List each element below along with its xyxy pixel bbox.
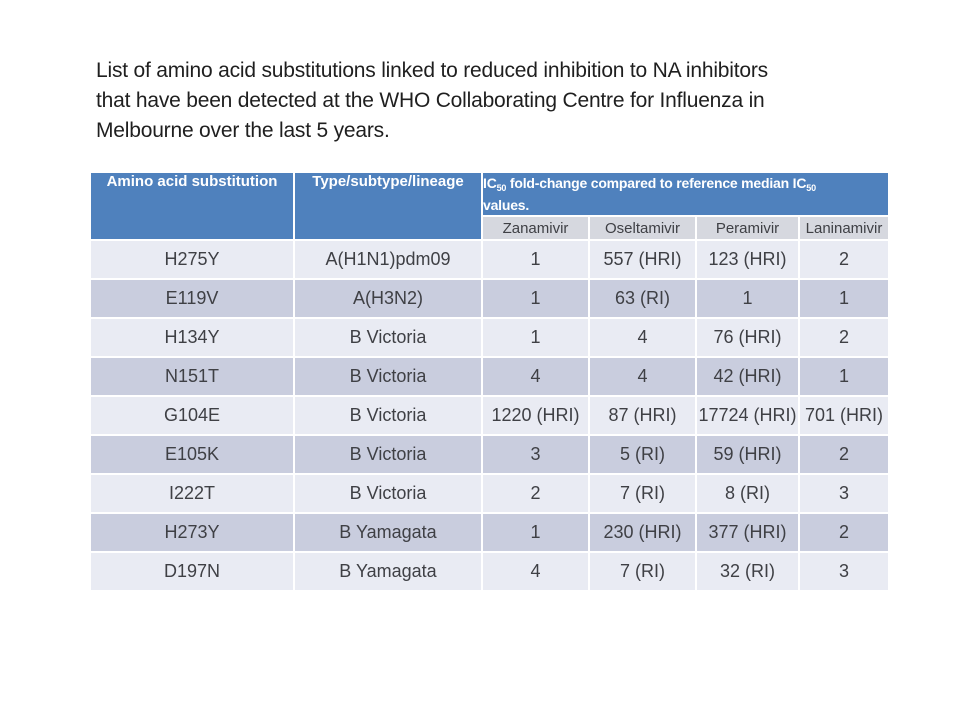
cell-laninamivir: 1 <box>800 280 888 317</box>
cell-zanamivir: 4 <box>483 553 588 590</box>
cell-peramivir: 17724 (HRI) <box>697 397 798 434</box>
cell-lineage: B Victoria <box>295 397 481 434</box>
cell-substitution: N151T <box>91 358 293 395</box>
title-line-3: Melbourne over the last 5 years. <box>96 119 390 142</box>
cell-lineage: B Victoria <box>295 436 481 473</box>
cell-oseltamivir: 87 (HRI) <box>590 397 695 434</box>
cell-oseltamivir: 230 (HRI) <box>590 514 695 551</box>
cell-laninamivir: 2 <box>800 514 888 551</box>
cell-zanamivir: 4 <box>483 358 588 395</box>
cell-oseltamivir: 557 (HRI) <box>590 241 695 278</box>
cell-oseltamivir: 5 (RI) <box>590 436 695 473</box>
table-row: E105K B Victoria 3 5 (RI) 59 (HRI) 2 <box>91 436 888 473</box>
cell-peramivir: 42 (HRI) <box>697 358 798 395</box>
cell-peramivir: 32 (RI) <box>697 553 798 590</box>
cell-peramivir: 1 <box>697 280 798 317</box>
cell-lineage: A(H1N1)pdm09 <box>295 241 481 278</box>
subheader-laninamivir: Laninamivir <box>800 217 888 239</box>
title-line-1: List of amino acid substitutions linked … <box>96 59 768 82</box>
header-type-subtype-lineage: Type/subtype/lineage <box>295 173 481 239</box>
header-ic50-fold-change: IC50 fold-change compared to reference m… <box>483 173 888 215</box>
cell-laninamivir: 701 (HRI) <box>800 397 888 434</box>
table-row: E119V A(H3N2) 1 63 (RI) 1 1 <box>91 280 888 317</box>
cell-substitution: H273Y <box>91 514 293 551</box>
cell-laninamivir: 2 <box>800 319 888 356</box>
ic50-text-3: values. <box>483 197 530 213</box>
ic50-text-1: IC <box>483 175 497 191</box>
cell-zanamivir: 1 <box>483 514 588 551</box>
cell-substitution: H275Y <box>91 241 293 278</box>
ic50-subscript-2: 50 <box>806 183 816 193</box>
cell-lineage: B Yamagata <box>295 514 481 551</box>
subheader-peramivir: Peramivir <box>697 217 798 239</box>
table-row: I222T B Victoria 2 7 (RI) 8 (RI) 3 <box>91 475 888 512</box>
na-inhibitor-table: Amino acid substitution Type/subtype/lin… <box>89 171 890 592</box>
cell-substitution: D197N <box>91 553 293 590</box>
cell-zanamivir: 1 <box>483 319 588 356</box>
subheader-oseltamivir: Oseltamivir <box>590 217 695 239</box>
cell-oseltamivir: 7 (RI) <box>590 553 695 590</box>
cell-peramivir: 76 (HRI) <box>697 319 798 356</box>
cell-substitution: G104E <box>91 397 293 434</box>
table-row: H134Y B Victoria 1 4 76 (HRI) 2 <box>91 319 888 356</box>
cell-zanamivir: 2 <box>483 475 588 512</box>
cell-substitution: E105K <box>91 436 293 473</box>
cell-laninamivir: 2 <box>800 241 888 278</box>
table-row: G104E B Victoria 1220 (HRI) 87 (HRI) 17724 (… <box>91 397 888 434</box>
cell-zanamivir: 1220 (HRI) <box>483 397 588 434</box>
cell-substitution: E119V <box>91 280 293 317</box>
cell-laninamivir: 3 <box>800 475 888 512</box>
table-row: H273Y B Yamagata 1 230 (HRI) 377 (HRI) 2 <box>91 514 888 551</box>
cell-zanamivir: 1 <box>483 241 588 278</box>
cell-oseltamivir: 63 (RI) <box>590 280 695 317</box>
cell-substitution: H134Y <box>91 319 293 356</box>
cell-zanamivir: 1 <box>483 280 588 317</box>
table-header-row: Amino acid substitution Type/subtype/lin… <box>91 173 888 239</box>
cell-zanamivir: 3 <box>483 436 588 473</box>
cell-oseltamivir: 4 <box>590 319 695 356</box>
cell-peramivir: 377 (HRI) <box>697 514 798 551</box>
ic50-text-2: fold-change compared to reference median… <box>506 175 807 191</box>
table-row: N151T B Victoria 4 4 42 (HRI) 1 <box>91 358 888 395</box>
cell-laninamivir: 2 <box>800 436 888 473</box>
table-body: H275Y A(H1N1)pdm09 1 557 (HRI) 123 (HRI) 2 E11… <box>91 241 888 590</box>
table-row: D197N B Yamagata 4 7 (RI) 32 (RI) 3 <box>91 553 888 590</box>
header-amino-acid-substitution: Amino acid substitution <box>91 173 293 239</box>
slide-title: List of amino acid substitutions linked … <box>96 56 768 146</box>
cell-lineage: A(H3N2) <box>295 280 481 317</box>
cell-peramivir: 8 (RI) <box>697 475 798 512</box>
cell-lineage: B Victoria <box>295 475 481 512</box>
cell-peramivir: 59 (HRI) <box>697 436 798 473</box>
cell-oseltamivir: 4 <box>590 358 695 395</box>
cell-lineage: B Victoria <box>295 358 481 395</box>
subheader-zanamivir: Zanamivir <box>483 217 588 239</box>
ic50-subscript-1: 50 <box>496 183 507 193</box>
drug-subheader-row: Zanamivir Oseltamivir Peramivir Laninami… <box>91 217 888 239</box>
cell-laninamivir: 1 <box>800 358 888 395</box>
cell-oseltamivir: 7 (RI) <box>590 475 695 512</box>
cell-lineage: B Victoria <box>295 319 481 356</box>
cell-peramivir: 123 (HRI) <box>697 241 798 278</box>
table-row: H275Y A(H1N1)pdm09 1 557 (HRI) 123 (HRI) 2 <box>91 241 888 278</box>
cell-substitution: I222T <box>91 475 293 512</box>
cell-lineage: B Yamagata <box>295 553 481 590</box>
cell-laninamivir: 3 <box>800 553 888 590</box>
title-line-2: that have been detected at the WHO Colla… <box>96 89 765 112</box>
